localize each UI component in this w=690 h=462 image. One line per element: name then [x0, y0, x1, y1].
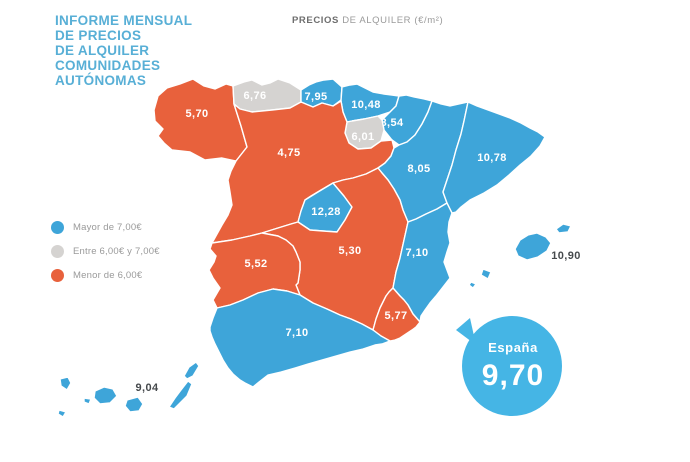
region-canarias-shape — [93, 386, 118, 405]
region-baleares-shape — [514, 232, 552, 261]
legend-dot-blue-icon — [51, 221, 64, 234]
region-la-rioja-value: 6,01 — [351, 131, 374, 143]
region-cataluna: 10,78 — [442, 101, 546, 214]
regions-layer: 5,70 6,76 7,95 10,48 8,54 6,01 4,75 8,05 10,78 12… — [57, 78, 581, 418]
region-asturias-value: 6,76 — [243, 90, 266, 102]
region-cantabria-value: 7,95 — [304, 91, 327, 103]
report-title-line: AUTÓNOMAS — [55, 73, 147, 88]
legend-label: Mayor de 7,00€ — [73, 222, 142, 233]
report-title-line: COMUNIDADES — [55, 58, 161, 73]
region-cataluna-shape — [442, 101, 546, 214]
region-extremadura-value: 5,52 — [244, 258, 267, 270]
region-galicia: 5,70 — [153, 78, 248, 162]
region-madrid-value: 12,28 — [311, 206, 341, 218]
legend-dot-orange-icon — [51, 269, 64, 282]
legend-item-menor: Menor de 6,00€ — [51, 269, 160, 282]
region-canarias-shape — [124, 396, 144, 413]
region-murcia-shape — [372, 287, 421, 342]
region-galicia-value: 5,70 — [185, 108, 208, 120]
region-andalucia: 7,10 — [209, 288, 391, 388]
region-canarias-shape — [59, 376, 72, 391]
region-aragon-value: 8,05 — [407, 163, 430, 175]
map-header-bold: PRECIOS — [292, 15, 339, 26]
region-castilla-y-leon-value: 4,75 — [277, 147, 300, 159]
region-canarias-shape — [83, 397, 92, 405]
map-header: PRECIOS DE ALQUILER (€/m²) — [292, 15, 443, 26]
region-baleares-shape — [555, 223, 572, 234]
map-header-rest: DE ALQUILER (€/m²) — [338, 15, 444, 26]
region-andalucia-shape — [209, 288, 391, 388]
region-murcia: 5,77 — [372, 287, 421, 342]
bubble-circle — [462, 316, 562, 416]
region-baleares-value: 10,90 — [551, 250, 581, 262]
region-baleares-shape — [480, 268, 492, 280]
region-canarias-shape — [57, 409, 67, 418]
region-canarias-shape — [168, 380, 193, 410]
region-murcia-value: 5,77 — [384, 310, 407, 322]
report-title-line: DE ALQUILER — [55, 43, 150, 58]
region-castilla-la-mancha-value: 5,30 — [338, 245, 361, 257]
legend-dot-gray-icon — [51, 245, 64, 258]
bubble-country-label: España — [488, 340, 538, 355]
bubble-country-value: 9,70 — [482, 359, 544, 392]
region-la-rioja: 6,01 — [344, 115, 385, 150]
report-title: INFORME MENSUAL DE PRECIOS DE ALQUILER C… — [55, 13, 192, 88]
legend-label: Menor de 6,00€ — [73, 270, 143, 281]
region-cataluna-value: 10,78 — [477, 152, 507, 164]
national-average-bubble: España 9,70 — [456, 316, 562, 416]
region-canarias-value: 9,04 — [135, 382, 158, 394]
region-andalucia-value: 7,10 — [285, 327, 308, 339]
legend-item-mayor: Mayor de 7,00€ — [51, 221, 160, 234]
region-navarra-value: 8,54 — [380, 117, 403, 129]
legend: Mayor de 7,00€ Entre 6,00€ y 7,00€ Menor… — [51, 221, 160, 293]
region-valencia-value: 7,10 — [405, 247, 428, 259]
report-title-line: DE PRECIOS — [55, 28, 142, 43]
legend-item-entre: Entre 6,00€ y 7,00€ — [51, 245, 160, 258]
region-canarias: 9,04 — [57, 361, 200, 418]
region-canarias-shape — [183, 361, 200, 380]
region-baleares-shape — [468, 281, 477, 289]
report-title-line: INFORME MENSUAL — [55, 13, 193, 28]
region-baleares: 10,90 — [468, 223, 581, 289]
region-pais-vasco-value: 10,48 — [351, 99, 381, 111]
legend-label: Entre 6,00€ y 7,00€ — [73, 246, 160, 257]
